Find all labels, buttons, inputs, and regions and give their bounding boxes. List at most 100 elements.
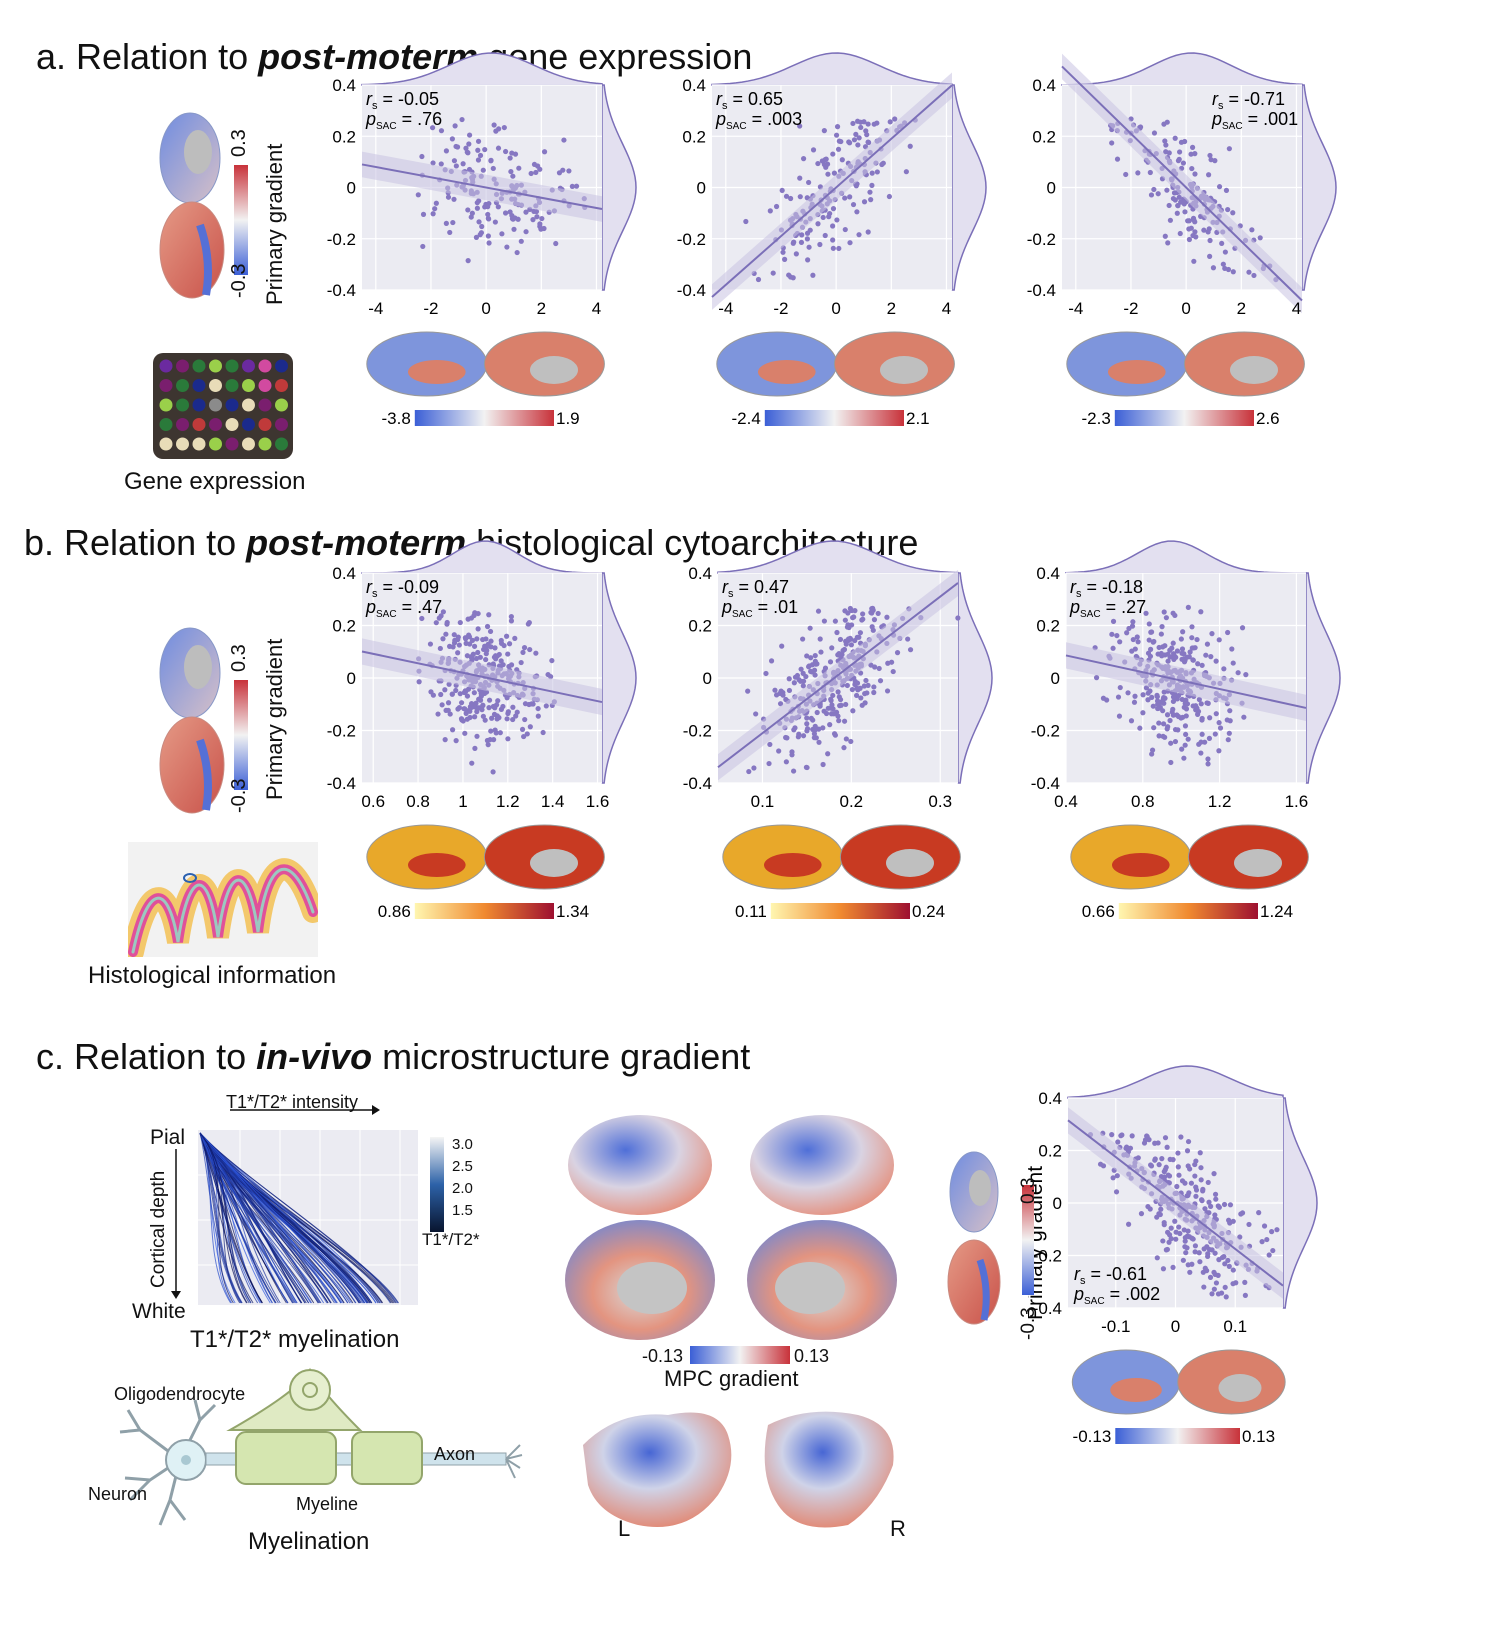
brain-medial-wall [530,356,578,384]
data-point [786,676,792,682]
gene-dot [275,437,288,451]
data-point [420,211,427,217]
gradient-min-c: -0.3 [1018,1307,1039,1340]
data-point [1181,1227,1187,1233]
data-point [812,658,818,664]
data-point [1150,703,1156,709]
data-point [890,668,896,675]
data-point [1172,135,1178,141]
y-tick-label: 0.4 [332,564,356,583]
data-point [1198,750,1204,756]
data-point [1134,634,1140,640]
data-point [1142,1137,1149,1143]
data-point [831,170,838,176]
mpc-right-label: R [890,1516,906,1541]
gene-dot [209,398,222,412]
data-point [1167,717,1173,724]
gene-dot [209,379,222,392]
x-tick-label: 1 [458,792,467,811]
data-point [1145,697,1151,703]
data-point [477,152,484,159]
data-point [808,655,814,661]
gene-dot [258,379,272,392]
brain-medial-wall [886,849,934,877]
stat-p: pSAC = .003 [715,109,802,132]
data-point [429,125,436,131]
data-point [853,131,859,137]
data-point [779,643,785,649]
stat-r: rs = -0.05 [366,89,439,112]
data-point [865,139,871,145]
data-point [1140,710,1146,716]
data-point [549,657,555,664]
data-point [812,723,818,729]
profile-cb-tick-2: 2.0 [452,1180,473,1197]
data-point [1100,695,1107,701]
data-point [863,677,869,684]
density-right [951,84,987,291]
data-point [469,760,475,766]
data-point [1147,1206,1153,1212]
data-point [858,695,864,701]
data-point [797,175,803,181]
data-point [778,688,784,694]
data-point [454,144,461,150]
y-tick-label: 0.4 [1032,76,1056,95]
data-point [1155,701,1161,707]
data-point [783,193,790,199]
data-point [1163,615,1169,621]
data-point [849,686,855,693]
data-point [508,662,515,668]
data-point [804,236,810,242]
data-point [1217,725,1224,731]
data-point [1219,1254,1226,1261]
data-point [1207,152,1213,159]
data-point [1188,225,1194,231]
y-tick-label: 0 [1053,1194,1062,1213]
data-point [508,614,514,620]
data-point [1205,700,1211,706]
data-point [1179,650,1185,656]
data-point [1172,738,1179,745]
y-tick-label: -0.2 [327,722,356,741]
data-point [1195,661,1201,667]
data-point [1130,636,1136,643]
x-tick-label: 4 [592,299,601,318]
data-point [766,760,772,767]
data-point [477,232,483,238]
data-point [1157,1211,1163,1218]
y-tick-label: -0.4 [683,774,712,793]
data-point [1159,624,1165,630]
data-point [1196,1250,1202,1256]
profile-title: T1*/T2* intensity [226,1092,359,1112]
data-point [482,146,488,153]
data-point [1201,1246,1207,1252]
data-point [486,216,492,222]
mpc-colorbar [690,1346,790,1364]
mpc-caption: MPC gradient [664,1366,799,1391]
fit-line [361,163,603,211]
data-point [1163,142,1169,148]
data-point [438,128,445,134]
gene-dot [176,359,189,373]
data-point [808,715,814,721]
colorbar-max: 1.34 [556,902,589,921]
data-point [486,240,492,246]
colorbar-min: -0.13 [1073,1427,1112,1446]
data-point [455,636,461,643]
data-point [524,731,530,737]
stat-r: rs = -0.09 [366,577,439,600]
data-point [792,725,798,731]
y-tick-label: 0.4 [1038,1089,1062,1108]
data-point [1230,210,1236,216]
brain-medial-wall [880,356,928,384]
data-point [469,637,476,643]
data-point [1129,648,1135,654]
data-point [1183,706,1190,712]
gene-dot [275,359,288,373]
data-point [560,167,566,173]
data-point [843,701,849,708]
data-point [1190,657,1196,663]
data-point [449,727,456,733]
